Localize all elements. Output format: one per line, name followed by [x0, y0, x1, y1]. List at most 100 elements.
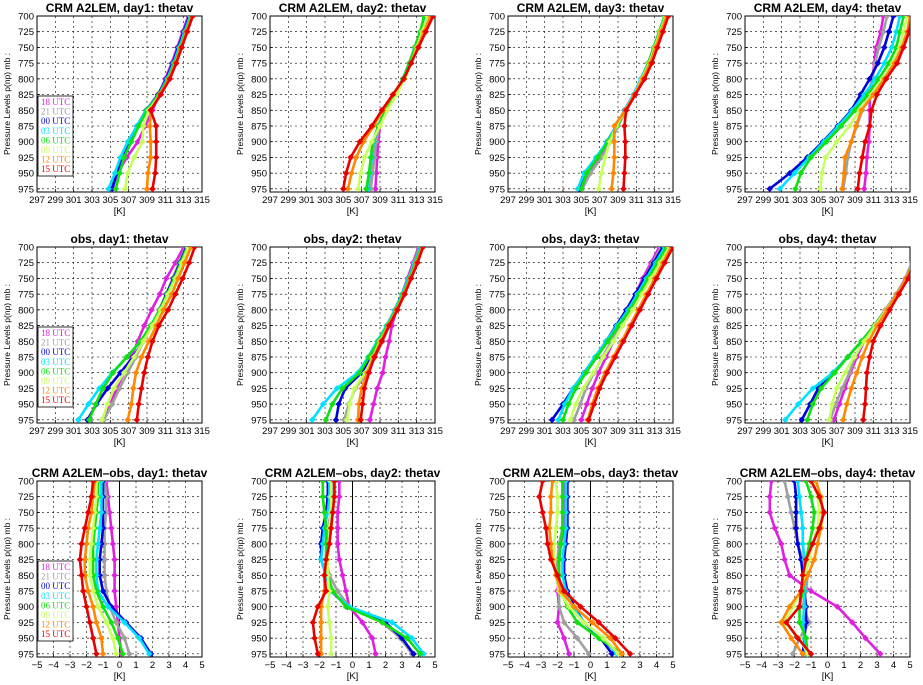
data-point: [610, 154, 618, 161]
data-point: [86, 571, 94, 579]
x-axis-label: [K]: [822, 206, 834, 217]
x-tick-label: 1: [604, 660, 609, 671]
data-point: [116, 169, 123, 177]
x-tick-label: 307: [829, 426, 845, 437]
series-line-15-utc: [587, 247, 673, 421]
x-tick-label: 303: [84, 195, 100, 206]
x-axis-label: [K]: [347, 206, 359, 217]
x-axis-label: [K]: [822, 671, 834, 682]
data-point: [909, 262, 910, 264]
x-tick-label: 315: [427, 426, 443, 437]
legend-entry: 21 UTC: [41, 572, 70, 582]
data-point: [149, 337, 156, 345]
panel-title: CRM A2LEM, day3: thetav: [517, 1, 665, 15]
y-tick-label: 875: [489, 353, 505, 364]
x-tick-label: 299: [518, 195, 534, 206]
data-point: [555, 603, 563, 611]
data-point: [851, 106, 859, 114]
data-point: [339, 185, 347, 192]
data-point: [807, 154, 815, 161]
data-point: [342, 603, 350, 611]
y-tick-label: 700: [489, 243, 505, 254]
data-point: [585, 650, 593, 657]
data-point: [885, 28, 893, 36]
data-point: [766, 493, 774, 501]
x-axis-label: [K]: [114, 206, 126, 217]
data-point: [585, 416, 593, 423]
data-point: [79, 587, 87, 595]
y-tick-label: 925: [18, 618, 34, 629]
data-point: [608, 185, 615, 192]
data-point: [549, 481, 556, 485]
x-axis-label: [K]: [347, 671, 359, 682]
data-point: [178, 44, 186, 51]
y-tick-label: 975: [489, 415, 505, 426]
data-point: [343, 416, 351, 423]
data-point: [603, 369, 611, 377]
data-point: [595, 619, 603, 626]
data-point: [620, 185, 627, 192]
data-point: [422, 28, 430, 36]
data-point: [893, 59, 901, 67]
data-point: [415, 44, 422, 51]
legend-entry: 12 UTC: [41, 620, 70, 630]
x-tick-label: 0: [117, 660, 122, 671]
data-point: [333, 385, 341, 392]
y-tick-label: 725: [18, 492, 34, 503]
y-tick-label: 725: [489, 492, 505, 503]
data-point: [798, 416, 806, 423]
data-point: [135, 634, 143, 642]
data-point: [370, 400, 377, 408]
x-tick-label: 303: [84, 426, 100, 437]
data-point: [365, 369, 373, 377]
data-point: [862, 385, 870, 392]
data-point: [781, 481, 788, 485]
data-point: [138, 385, 145, 392]
data-point: [547, 509, 555, 516]
x-tick-label: 2: [383, 660, 388, 671]
data-point: [880, 28, 887, 36]
data-point: [335, 556, 343, 563]
data-point: [554, 571, 561, 579]
y-tick-label: 825: [726, 90, 742, 101]
legend-entry: 03 UTC: [41, 591, 70, 601]
x-tick-label: 311: [158, 426, 173, 437]
data-point: [88, 493, 95, 501]
x-tick-label: 305: [335, 426, 351, 437]
series-line-15-utc: [342, 16, 435, 190]
data-point: [329, 509, 337, 516]
x-tick-label: 309: [610, 195, 626, 206]
x-tick-label: 311: [391, 195, 406, 206]
y-tick-label: 975: [489, 649, 505, 660]
data-point: [636, 306, 644, 314]
series-line-09-utc: [356, 16, 429, 190]
data-point: [781, 416, 789, 423]
data-point: [820, 509, 828, 516]
x-tick-label: 311: [391, 426, 406, 437]
x-tick-label: 315: [902, 426, 918, 437]
x-tick-label: 313: [647, 426, 663, 437]
x-tick-label: 303: [555, 195, 571, 206]
y-tick-label: 800: [726, 539, 742, 550]
y-tick-label: 725: [251, 492, 267, 503]
data-point: [577, 400, 584, 408]
data-point: [632, 91, 639, 98]
data-point: [809, 524, 817, 532]
y-tick-label: 775: [726, 524, 742, 535]
data-point: [84, 400, 92, 408]
x-tick-label: −4: [281, 660, 292, 671]
y-tick-label: 825: [18, 90, 34, 101]
data-point: [112, 603, 120, 611]
y-tick-label: 975: [726, 649, 742, 660]
data-point: [611, 634, 619, 642]
data-point: [914, 244, 920, 250]
data-point: [327, 524, 335, 532]
data-point: [844, 353, 852, 361]
data-point: [174, 275, 182, 282]
data-point: [626, 650, 634, 657]
data-point: [326, 540, 333, 548]
x-tick-label: 297: [262, 426, 278, 437]
x-tick-label: 5: [199, 660, 204, 671]
